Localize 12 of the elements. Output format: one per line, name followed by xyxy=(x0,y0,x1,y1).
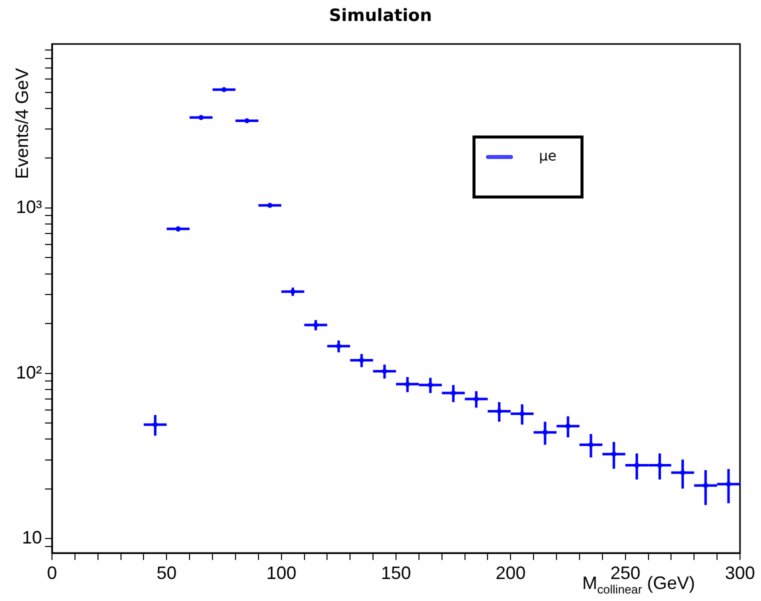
y-tick-label: 10 xyxy=(22,528,42,548)
x-tick-label: 200 xyxy=(496,562,526,583)
y-axis-title: Events/4 GeV xyxy=(12,68,33,179)
x-tick-label: 0 xyxy=(46,562,58,583)
x-tick-label: 100 xyxy=(266,562,296,583)
chart-title: Simulation xyxy=(328,6,433,26)
y-tick-label: 10² xyxy=(16,362,42,382)
x-tick-label: 50 xyxy=(156,562,177,583)
x-tick-label: 300 xyxy=(724,562,756,583)
legend-label: μe xyxy=(539,148,557,165)
x-tick-label: 150 xyxy=(380,562,412,583)
y-tick-label: 10³ xyxy=(16,196,42,217)
